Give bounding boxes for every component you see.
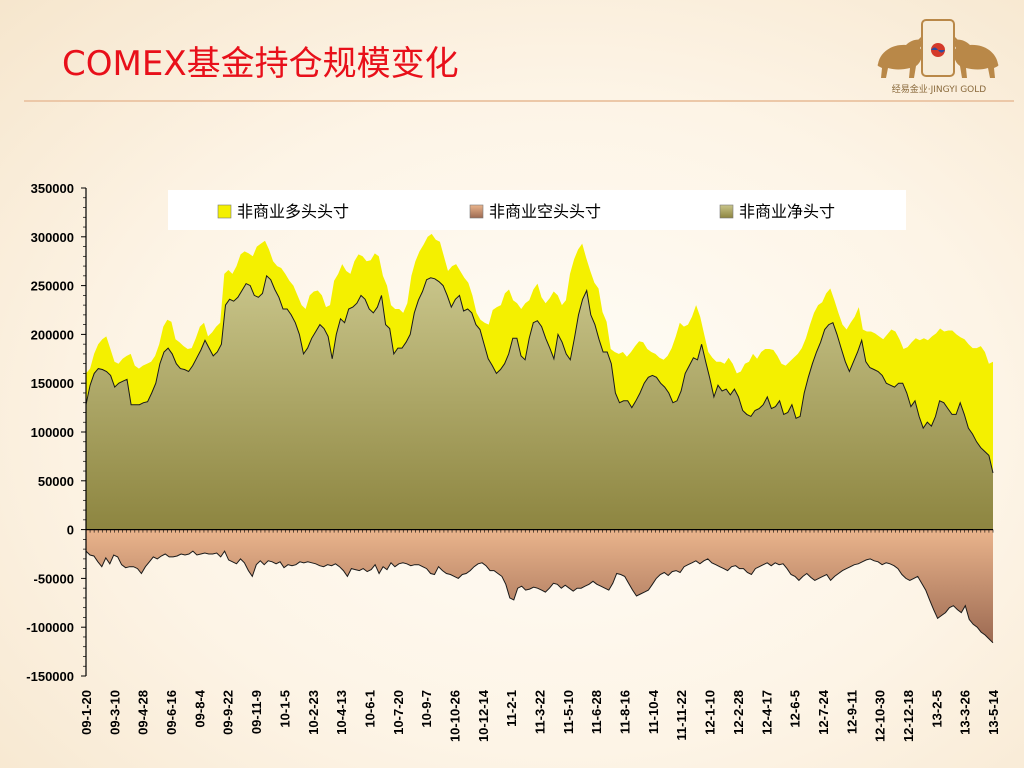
x-tick-label: 10-12-14 — [476, 689, 491, 742]
x-tick-label: 12-4-17 — [759, 690, 774, 735]
x-tick-label: 10-1-5 — [277, 690, 292, 728]
legend-item-long: 非商业多头头寸 — [217, 202, 349, 221]
x-tick-label: 12-12-18 — [901, 690, 916, 742]
x-tick-label: 12-1-10 — [703, 690, 718, 735]
series-short-line — [85, 550, 994, 644]
x-tick-label: 09-9-22 — [221, 690, 236, 735]
x-tick-label: 10-4-13 — [334, 690, 349, 735]
y-tick-label: 0 — [67, 523, 74, 538]
x-tick-label: 09-4-28 — [136, 690, 151, 735]
y-tick-label: 250000 — [31, 279, 74, 294]
logo-text: 经易金业·JINGYI GOLD — [891, 85, 987, 95]
x-tick-label: 11-8-16 — [618, 690, 633, 734]
y-tick-label: -150000 — [26, 669, 74, 684]
x-tick-label: 11-10-4 — [646, 689, 661, 734]
x-tick-label: 13-3-26 — [958, 690, 973, 735]
x-tick-label: 10-6-1 — [362, 690, 377, 728]
title-divider — [24, 100, 1014, 102]
x-tick-label: 09-1-20 — [79, 690, 94, 735]
series-short-area — [86, 529, 993, 643]
y-tick-label: 150000 — [31, 376, 74, 391]
x-tick-label: 11-6-28 — [589, 690, 604, 734]
x-tick-label: 11-3-22 — [533, 690, 548, 734]
legend-item-short: 非商业空头头寸 — [469, 202, 601, 221]
series-net-line — [85, 274, 994, 474]
legend-label-long: 非商业多头头寸 — [237, 202, 349, 221]
legend-swatch-long — [217, 204, 232, 219]
y-tick-label: -50000 — [34, 571, 74, 586]
x-tick-label: 10-2-23 — [306, 690, 321, 735]
x-tick-label: 12-6-5 — [788, 690, 803, 728]
legend-label-net: 非商业净头寸 — [739, 202, 835, 221]
y-tick-label: 100000 — [31, 425, 74, 440]
legend-item-net: 非商业净头寸 — [719, 202, 835, 221]
x-tick-label: 10-7-20 — [391, 690, 406, 735]
y-tick-label: 200000 — [31, 327, 74, 342]
x-tick-label: 09-3-10 — [107, 690, 122, 735]
x-tick-label: 10-9-7 — [419, 690, 434, 728]
y-tick-label: 350000 — [31, 181, 74, 196]
x-tick-label: 13-5-14 — [986, 689, 1001, 735]
legend: 非商业多头头寸 非商业空头头寸 非商业净头寸 — [168, 190, 906, 230]
page-title: COMEX基金持仓规模变化 — [62, 44, 459, 84]
legend-label-short: 非商业空头头寸 — [489, 202, 601, 221]
x-tick-label: 13-2-5 — [929, 690, 944, 728]
x-tick-label: 12-10-30 — [873, 690, 888, 742]
x-tick-label: 11-5-10 — [561, 690, 576, 734]
x-tick-label: 09-8-4 — [192, 689, 207, 727]
x-tick-label: 12-7-24 — [816, 689, 831, 735]
x-tick-label: 09-6-16 — [164, 690, 179, 735]
x-tick-label: 11-11-22 — [674, 690, 689, 741]
legend-swatch-short — [469, 204, 484, 219]
series-net-area — [86, 275, 993, 530]
jingyi-gold-logo — [877, 19, 999, 78]
y-tick-label: 300000 — [31, 230, 74, 245]
x-tick-label: 11-2-1 — [504, 690, 519, 727]
x-tick-label: 09-11-9 — [249, 690, 264, 734]
x-tick-label: 12-9-11 — [844, 690, 859, 734]
x-tick-label: 10-10-26 — [447, 690, 462, 742]
seal-icon — [921, 19, 955, 77]
y-tick-label: 50000 — [38, 474, 74, 489]
legend-box — [168, 190, 906, 230]
y-tick-label: -100000 — [26, 620, 74, 635]
x-tick-label: 12-2-28 — [731, 690, 746, 735]
legend-swatch-net — [719, 204, 734, 219]
